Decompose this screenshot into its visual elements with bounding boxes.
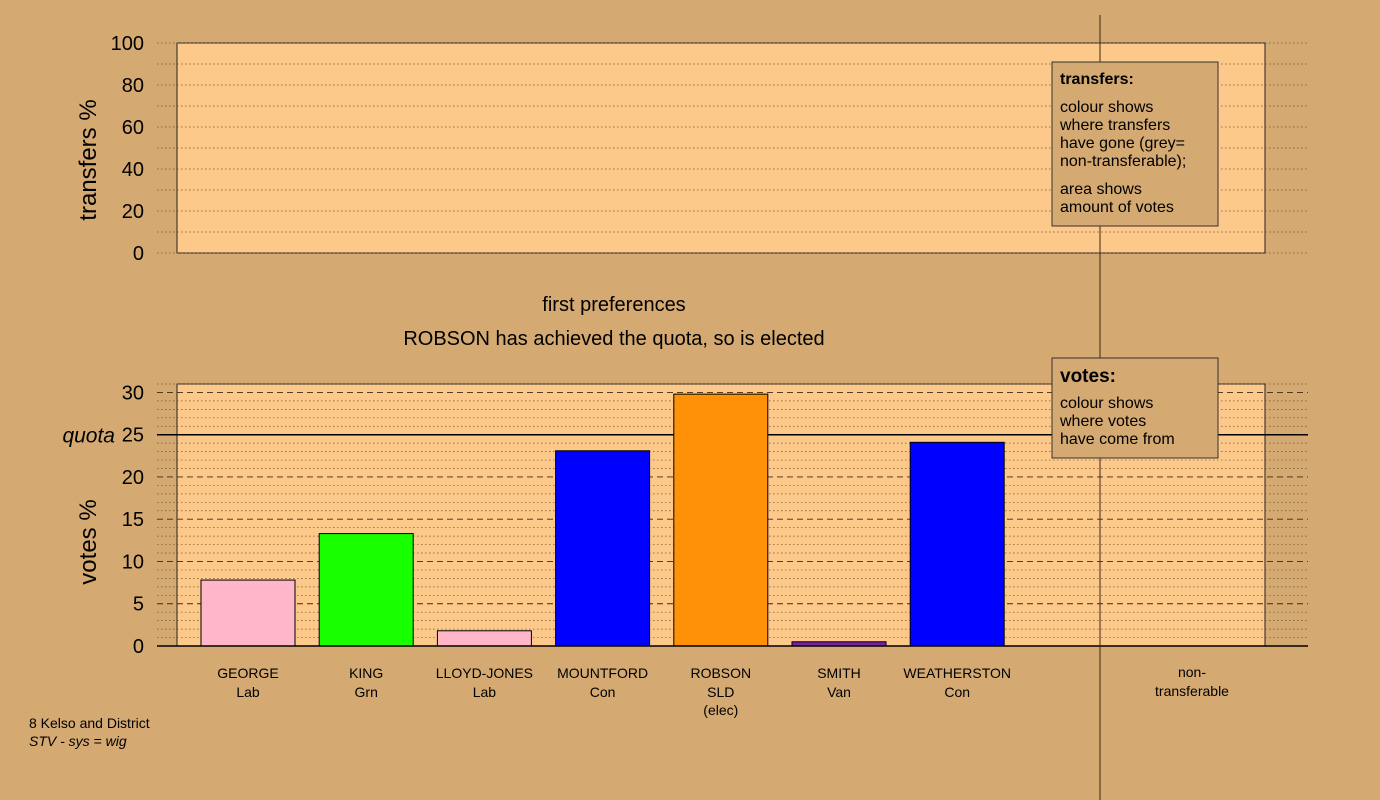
footer-district: 8 Kelso and District xyxy=(29,715,150,731)
transfers-y-tick-label: 20 xyxy=(122,201,144,223)
votes-y-tick-label: 5 xyxy=(133,594,144,616)
x-label-party: Lab xyxy=(236,684,260,700)
votes-y-tick-label: 15 xyxy=(122,509,144,531)
votes-x-labels: GEORGE Lab KING Grn LLOYD-JONES Lab MOUNTFORD C… xyxy=(217,665,1011,718)
votes-legend-line: have come from xyxy=(1060,431,1175,448)
transfers-legend-line: area shows xyxy=(1060,181,1142,198)
votes-y-ticks: 0 5 10 15 20 25 30 xyxy=(122,382,144,658)
votes-legend-title: votes: xyxy=(1060,366,1116,387)
transfers-legend-line: colour shows xyxy=(1060,99,1153,116)
votes-y-tick-label: 0 xyxy=(133,636,144,658)
transfers-y-ticks: 0 20 40 60 80 100 xyxy=(111,33,144,265)
votes-y-axis-label: votes % xyxy=(75,499,102,584)
chart-subtitle: ROBSON has achieved the quota, so is ele… xyxy=(403,328,824,350)
x-label-candidate: LLOYD-JONES xyxy=(436,665,533,681)
x-label-party: Grn xyxy=(355,684,378,700)
x-label-candidate: MOUNTFORD xyxy=(557,665,648,681)
votes-y-tick-label: 20 xyxy=(122,467,144,489)
votes-bars xyxy=(200,393,1005,647)
transfers-legend-line: where transfers xyxy=(1059,117,1170,134)
bar-robson xyxy=(673,393,769,647)
transfers-y-tick-label: 40 xyxy=(122,159,144,181)
x-label-candidate: ROBSON xyxy=(690,665,751,681)
transfers-legend-title: transfers: xyxy=(1060,71,1134,88)
bar-mountford xyxy=(555,450,651,647)
x-label-party: Con xyxy=(944,684,970,700)
transfers-y-tick-label: 60 xyxy=(122,117,144,139)
x-label-note: (elec) xyxy=(703,702,738,718)
x-label-candidate: SMITH xyxy=(817,665,861,681)
x-label-candidate: GEORGE xyxy=(217,665,278,681)
transfers-legend-line: have gone (grey= xyxy=(1060,135,1185,152)
x-label-candidate: WEATHERSTON xyxy=(903,665,1011,681)
votes-legend-line: colour shows xyxy=(1060,395,1153,412)
x-label-candidate: KING xyxy=(349,665,383,681)
transfers-legend-line: non-transferable); xyxy=(1060,153,1186,170)
transfers-y-tick-label: 80 xyxy=(122,75,144,97)
votes-y-tick-label: 10 xyxy=(122,551,144,573)
transfers-y-axis-label: transfers % xyxy=(75,99,102,220)
bar-george xyxy=(200,579,296,647)
x-label-party: Van xyxy=(827,684,851,700)
chart-title: first preferences xyxy=(542,294,685,316)
nontransferable-label-line2: transferable xyxy=(1155,683,1229,699)
bar-king xyxy=(318,533,414,647)
votes-y-tick-label: 30 xyxy=(122,382,144,404)
votes-legend-line: where votes xyxy=(1059,413,1146,430)
transfers-legend: transfers: colour shows where transfers … xyxy=(1051,61,1219,227)
votes-y-tick-label: 25 xyxy=(122,425,144,447)
transfers-legend-line: amount of votes xyxy=(1060,199,1174,216)
bar-weatherston xyxy=(909,441,1005,647)
quota-label: quota xyxy=(62,425,115,448)
nontransferable-label-line1: non- xyxy=(1178,664,1206,680)
x-label-party: Lab xyxy=(473,684,497,700)
x-label-party: SLD xyxy=(707,684,734,700)
x-label-party: Con xyxy=(590,684,616,700)
transfers-y-tick-label: 0 xyxy=(133,243,144,265)
footer-system: STV - sys = wig xyxy=(29,733,127,749)
transfers-y-tick-label: 100 xyxy=(111,33,144,55)
bar-lloyd-jones xyxy=(436,630,532,647)
votes-legend: votes: colour shows where votes have com… xyxy=(1051,357,1219,459)
